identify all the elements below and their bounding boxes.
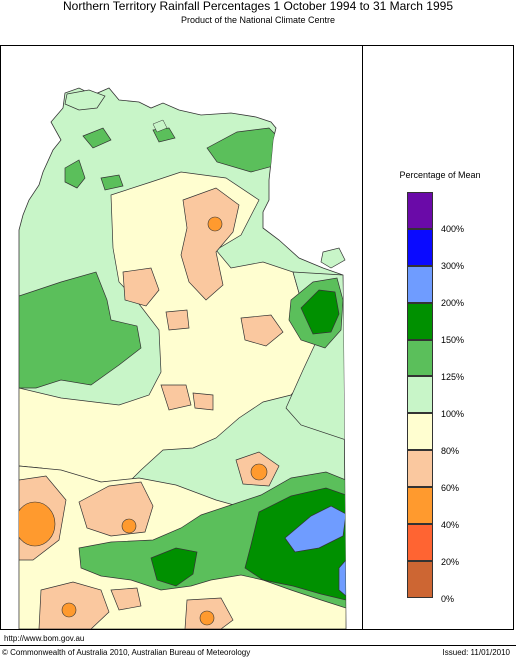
region-125-150-nw2	[82, 127, 112, 149]
legend-swatch	[407, 487, 433, 525]
legend-swatch	[407, 524, 433, 561]
region-60-80-c1	[165, 309, 190, 331]
region-200-300-b	[338, 559, 346, 597]
region-60-80-north	[180, 187, 240, 301]
legend-tick-label: 20%	[441, 557, 460, 567]
region-150-200-east	[300, 289, 340, 335]
region-125-150-west	[19, 271, 142, 389]
region-40-60-w	[19, 501, 56, 547]
region-60-80-s4	[110, 587, 142, 611]
region-60-80-c2	[240, 314, 284, 347]
legend-swatch	[407, 450, 433, 488]
legend-swatch	[407, 413, 433, 451]
legend-tick-label: 100%	[441, 409, 465, 419]
legend-swatch	[407, 192, 433, 229]
region-125-150-n3	[100, 174, 124, 191]
legend-tick-label: 80%	[441, 446, 460, 456]
copyright-notice: © Commonwealth of Australia 2010, Austra…	[2, 648, 251, 657]
island-bathurst	[64, 89, 106, 111]
footer-divider	[0, 645, 516, 646]
region-40-60-s2	[61, 602, 77, 618]
legend-colorbar	[407, 192, 433, 598]
issued-date: Issued: 11/01/2010	[442, 648, 510, 657]
legend-swatch	[407, 339, 433, 377]
region-60-80-c4	[192, 392, 214, 411]
rainfall-map-svg	[18, 87, 347, 629]
region-40-60-n	[207, 216, 223, 232]
legend-swatch	[407, 560, 433, 598]
source-url[interactable]: http://www.bom.gov.au	[4, 634, 85, 643]
region-40-60-s1	[121, 518, 137, 534]
map-subtitle: Product of the National Climate Centre	[180, 15, 336, 25]
island-small	[152, 119, 168, 133]
region-200-300-a	[284, 505, 346, 553]
legend-tick-label: 40%	[441, 520, 460, 530]
region-150-200-s2	[150, 547, 198, 587]
legend-tick-label: 60%	[441, 483, 460, 493]
region-125-150-nw	[64, 159, 86, 189]
panel-divider	[362, 45, 363, 630]
region-40-60-e	[250, 463, 268, 481]
legend-tick-label: 200%	[441, 298, 465, 308]
legend-swatch	[407, 228, 433, 266]
region-40-60-s3	[199, 610, 215, 626]
legend-swatch	[407, 302, 433, 340]
legend-tick-label: 125%	[441, 372, 465, 382]
rainfall-map	[1, 46, 362, 629]
region-60-80-west	[122, 267, 160, 307]
region-60-80-c3	[160, 384, 192, 411]
legend-swatch	[407, 376, 433, 414]
legend-title: Percentage of Mean	[399, 170, 481, 180]
legend-tick-label: 150%	[441, 335, 465, 345]
legend-tick-label: 400%	[441, 224, 465, 234]
legend-tick-label: 300%	[441, 261, 465, 271]
map-title: Northern Territory Rainfall Percentages …	[63, 0, 453, 13]
map-frame	[0, 45, 514, 630]
island-groote	[320, 247, 346, 269]
legend-tick-label: 0%	[441, 594, 455, 604]
legend-swatch	[407, 265, 433, 303]
